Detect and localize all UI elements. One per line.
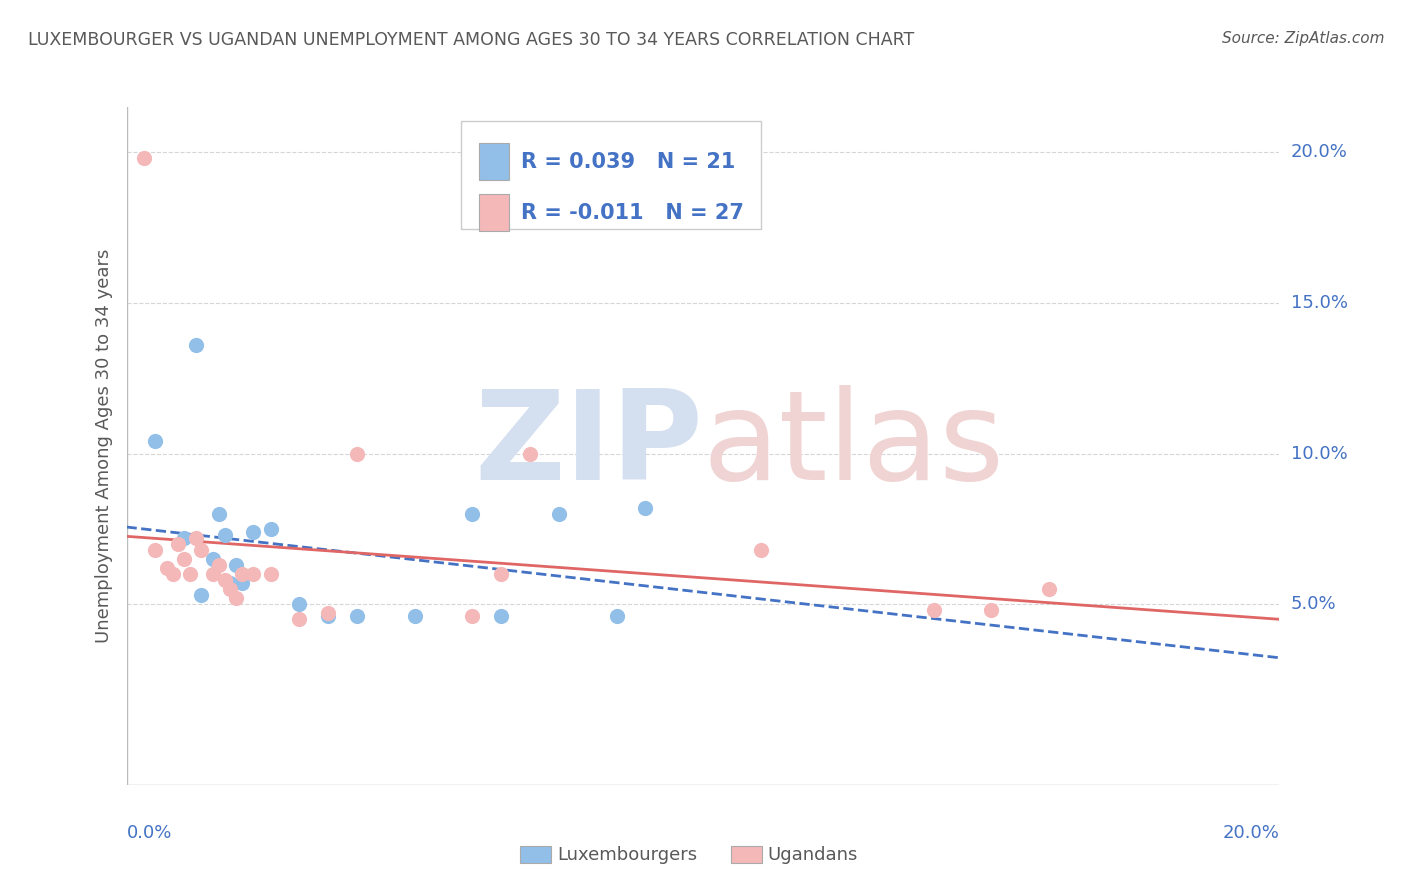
Point xyxy=(980,603,1002,617)
Point xyxy=(634,500,657,515)
Point xyxy=(173,552,195,566)
Point xyxy=(922,603,945,617)
Text: 15.0%: 15.0% xyxy=(1291,293,1347,312)
Text: 0.0%: 0.0% xyxy=(127,824,172,842)
Point xyxy=(242,567,264,582)
Point xyxy=(259,522,281,536)
Point xyxy=(167,537,190,551)
Point xyxy=(461,609,484,624)
Point xyxy=(173,531,195,545)
Point xyxy=(288,612,311,626)
Point xyxy=(548,507,571,521)
Text: ZIP: ZIP xyxy=(474,385,703,507)
Point xyxy=(606,609,628,624)
Text: LUXEMBOURGER VS UGANDAN UNEMPLOYMENT AMONG AGES 30 TO 34 YEARS CORRELATION CHART: LUXEMBOURGER VS UGANDAN UNEMPLOYMENT AMO… xyxy=(28,31,914,49)
Point xyxy=(749,543,772,558)
Point xyxy=(219,576,242,591)
Text: Source: ZipAtlas.com: Source: ZipAtlas.com xyxy=(1222,31,1385,46)
Point xyxy=(461,507,484,521)
Point xyxy=(318,606,340,620)
Point xyxy=(179,567,201,582)
Point xyxy=(184,338,207,352)
Point xyxy=(202,552,225,566)
Point xyxy=(346,609,368,624)
Point xyxy=(1038,582,1060,596)
Point xyxy=(208,558,231,572)
Point xyxy=(346,446,368,460)
Text: Ugandans: Ugandans xyxy=(768,846,858,863)
Point xyxy=(132,151,155,165)
Point xyxy=(259,567,281,582)
Text: 20.0%: 20.0% xyxy=(1223,824,1279,842)
Point xyxy=(231,576,253,591)
Point xyxy=(162,567,184,582)
Text: 20.0%: 20.0% xyxy=(1291,144,1347,161)
Point xyxy=(404,609,426,624)
Point xyxy=(202,567,225,582)
Point xyxy=(214,528,236,542)
Point xyxy=(145,434,166,449)
Point xyxy=(184,531,207,545)
Point xyxy=(491,609,513,624)
Y-axis label: Unemployment Among Ages 30 to 34 years: Unemployment Among Ages 30 to 34 years xyxy=(94,249,112,643)
Point xyxy=(225,591,247,606)
Point xyxy=(288,597,311,611)
Text: 5.0%: 5.0% xyxy=(1291,595,1336,613)
Point xyxy=(190,588,212,602)
Point xyxy=(190,543,212,558)
Point xyxy=(145,543,166,558)
Text: atlas: atlas xyxy=(703,385,1005,507)
Point xyxy=(219,582,242,596)
Point xyxy=(519,446,541,460)
Point xyxy=(214,573,236,587)
Point xyxy=(208,507,231,521)
Point xyxy=(156,561,179,575)
Point xyxy=(225,558,247,572)
Text: Luxembourgers: Luxembourgers xyxy=(557,846,697,863)
Text: R = -0.011   N = 27: R = -0.011 N = 27 xyxy=(520,202,744,223)
Text: 10.0%: 10.0% xyxy=(1291,444,1347,463)
Point xyxy=(318,609,340,624)
Point xyxy=(242,524,264,539)
Text: R = 0.039   N = 21: R = 0.039 N = 21 xyxy=(520,152,735,172)
Point xyxy=(231,567,253,582)
Point xyxy=(491,567,513,582)
